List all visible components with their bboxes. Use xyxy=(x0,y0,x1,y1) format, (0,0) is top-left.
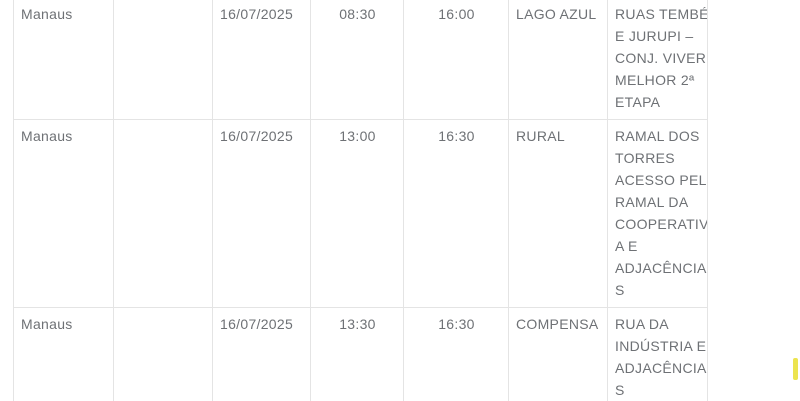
cell-city: Manaus xyxy=(13,0,114,120)
cell-end-time: 16:30 xyxy=(403,307,509,401)
cell-date: 16/07/2025 xyxy=(212,307,311,401)
cell-streets: RUA DA INDÚSTRIA E ADJACÊNCIA S xyxy=(607,307,708,401)
cell-streets: RAMAL DOS TORRES ACESSO PELO RAMAL DA CO… xyxy=(607,119,708,308)
cell-start-time: 08:30 xyxy=(310,0,404,120)
cell-neighborhood: LAGO AZUL xyxy=(508,0,608,120)
table-row: Manaus 16/07/2025 13:30 16:30 COMPENSA R… xyxy=(13,307,708,401)
cell-empty xyxy=(113,307,213,401)
cell-empty xyxy=(113,0,213,120)
cell-neighborhood: RURAL xyxy=(508,119,608,308)
cell-start-time: 13:00 xyxy=(310,119,404,308)
cell-empty xyxy=(113,119,213,308)
cell-neighborhood: COMPENSA xyxy=(508,307,608,401)
table-row: Manaus 16/07/2025 08:30 16:00 LAGO AZUL … xyxy=(13,0,708,120)
cell-city: Manaus xyxy=(13,307,114,401)
table-row: Manaus 16/07/2025 13:00 16:30 RURAL RAMA… xyxy=(13,119,708,308)
cell-streets: RUAS TEMBÉ E JURUPI – CONJ. VIVER MELHOR… xyxy=(607,0,708,120)
cell-end-time: 16:30 xyxy=(403,119,509,308)
cell-end-time: 16:00 xyxy=(403,0,509,120)
cell-date: 16/07/2025 xyxy=(212,119,311,308)
cell-start-time: 13:30 xyxy=(310,307,404,401)
schedule-table: Manaus 16/07/2025 08:30 16:00 LAGO AZUL … xyxy=(13,0,708,401)
scroll-highlight-marker[interactable] xyxy=(793,358,798,380)
cell-city: Manaus xyxy=(13,119,114,308)
cell-date: 16/07/2025 xyxy=(212,0,311,120)
